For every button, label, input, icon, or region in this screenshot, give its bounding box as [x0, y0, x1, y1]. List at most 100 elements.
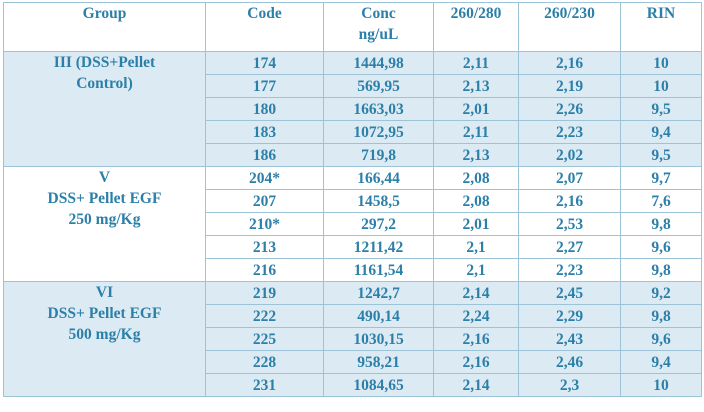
table-cell: 216 [205, 258, 324, 282]
table-cell: 2,01 [433, 97, 519, 121]
table-cell: 9,7 [620, 166, 702, 190]
table-cell: 1663,03 [323, 97, 434, 121]
header-text: Code [247, 5, 282, 22]
table-row: 228 958,21 2,16 2,46 9,4 [4, 350, 702, 374]
table-cell: 231 [205, 373, 324, 397]
table-cell: 2,07 [518, 166, 621, 190]
table-cell: 9,5 [620, 143, 702, 167]
table-cell: 1458,5 [323, 189, 434, 213]
table-cell: 225 [205, 327, 324, 351]
table-cell: 9,8 [620, 304, 702, 328]
table-cell: 490,14 [323, 304, 434, 328]
table-row: 177 569,95 2,13 2,19 10 [4, 74, 702, 98]
group-label: DSS+ Pellet EGF [47, 190, 162, 207]
group-label: V [98, 169, 111, 186]
table-cell: 1084,65 [323, 373, 434, 397]
table-row: 186 719,8 2,13 2,02 9,5 [4, 143, 702, 167]
table-cell: 9,6 [620, 327, 702, 351]
table-cell: 9,4 [620, 350, 702, 374]
table-cell: 186 [205, 143, 324, 167]
table-cell: 10 [620, 74, 702, 98]
table-row: 183 1072,95 2,11 2,23 9,4 [4, 120, 702, 144]
table-cell: 9,2 [620, 281, 702, 305]
table-cell: 183 [205, 120, 324, 144]
table-row: 231 1084,65 2,14 2,3 10 [4, 373, 702, 397]
group-label: 250 mg/Kg [68, 211, 141, 228]
table-cell: 9,8 [620, 258, 702, 282]
table-row: III (DSS+Pellet Control) 174 1444,98 2,11 2,1… [3, 51, 702, 167]
column-header: RIN [620, 2, 702, 52]
column-header: 260/230 [518, 2, 621, 52]
table-cell: 2,11 [433, 120, 519, 144]
header-text: RIN [646, 5, 676, 22]
column-header: Conc ng/uL [323, 2, 434, 52]
header-text: ng/uL [358, 26, 399, 43]
table-cell: 2,08 [433, 166, 519, 190]
table-row: 210* 297,2 2,01 2,53 9,8 [4, 212, 702, 236]
table-cell: 2,3 [518, 373, 621, 397]
group-cell: VI DSS+ Pellet EGF 500 mg/Kg [3, 281, 206, 397]
table-cell: 166,44 [323, 166, 434, 190]
table-cell: 2,11 [433, 51, 519, 75]
table-cell: 2,26 [518, 97, 621, 121]
table-cell: 1242,7 [323, 281, 434, 305]
header-text: Group [82, 5, 127, 22]
header-text: Conc [361, 5, 396, 22]
header-row: Group Code Conc ng/uL 260/280 260/230 RIN [3, 2, 702, 52]
table-row: VI DSS+ Pellet EGF 500 mg/Kg 219 1242,7 2,14 2… [3, 281, 702, 397]
table-cell: 219 [205, 281, 324, 305]
group-label: III (DSS+Pellet [53, 54, 156, 71]
table-cell: 2,29 [518, 304, 621, 328]
group-cell: V DSS+ Pellet EGF 250 mg/Kg [3, 166, 206, 282]
table-cell: 9,6 [620, 235, 702, 259]
table-cell: 1444,98 [323, 51, 434, 75]
table-cell: 2,19 [518, 74, 621, 98]
table-cell: 9,8 [620, 212, 702, 236]
table-row: 207 1458,5 2,08 2,16 7,6 [4, 189, 702, 213]
table-cell: 2,16 [433, 350, 519, 374]
table-cell: 719,8 [323, 143, 434, 167]
group-label: Control) [76, 75, 133, 92]
column-header: Code [205, 2, 324, 52]
table-cell: 1030,15 [323, 327, 434, 351]
table-cell: 222 [205, 304, 324, 328]
table-cell: 2,13 [433, 143, 519, 167]
column-header: 260/280 [433, 2, 519, 52]
table-cell: 207 [205, 189, 324, 213]
data-table: Group Code Conc ng/uL 260/280 260/230 RIN III … [3, 2, 702, 397]
table-cell: 2,14 [433, 373, 519, 397]
table-cell: 7,6 [620, 189, 702, 213]
table-cell: 2,1 [433, 258, 519, 282]
table-body: III (DSS+Pellet Control) 174 1444,98 2,11 2,1… [3, 51, 702, 397]
table-cell: 2,45 [518, 281, 621, 305]
group-label: DSS+ Pellet EGF [47, 305, 162, 322]
table-cell: 1211,42 [323, 235, 434, 259]
table-cell: 2,02 [518, 143, 621, 167]
table-cell: 2,08 [433, 189, 519, 213]
table-cell: 2,43 [518, 327, 621, 351]
table-cell: 2,13 [433, 74, 519, 98]
table-row: 222 490,14 2,24 2,29 9,8 [4, 304, 702, 328]
table-cell: 9,5 [620, 97, 702, 121]
table-cell: 2,14 [433, 281, 519, 305]
group-cell: III (DSS+Pellet Control) [3, 51, 206, 167]
table-cell: 204* [205, 166, 324, 190]
table-cell: 210* [205, 212, 324, 236]
table-cell: 1072,95 [323, 120, 434, 144]
table-cell: 2,16 [433, 327, 519, 351]
table-cell: 2,46 [518, 350, 621, 374]
table-cell: 228 [205, 350, 324, 374]
table-cell: 10 [620, 51, 702, 75]
table-cell: 2,23 [518, 120, 621, 144]
column-header: Group [3, 2, 206, 52]
table-row: 225 1030,15 2,16 2,43 9,6 [4, 327, 702, 351]
table-cell: 2,24 [433, 304, 519, 328]
table-cell: 2,01 [433, 212, 519, 236]
table-cell: 174 [205, 51, 324, 75]
table-cell: 2,16 [518, 189, 621, 213]
group-label: 500 mg/Kg [68, 326, 141, 343]
table-cell: 2,1 [433, 235, 519, 259]
table-cell: 297,2 [323, 212, 434, 236]
header-text: 260/230 [544, 5, 595, 22]
